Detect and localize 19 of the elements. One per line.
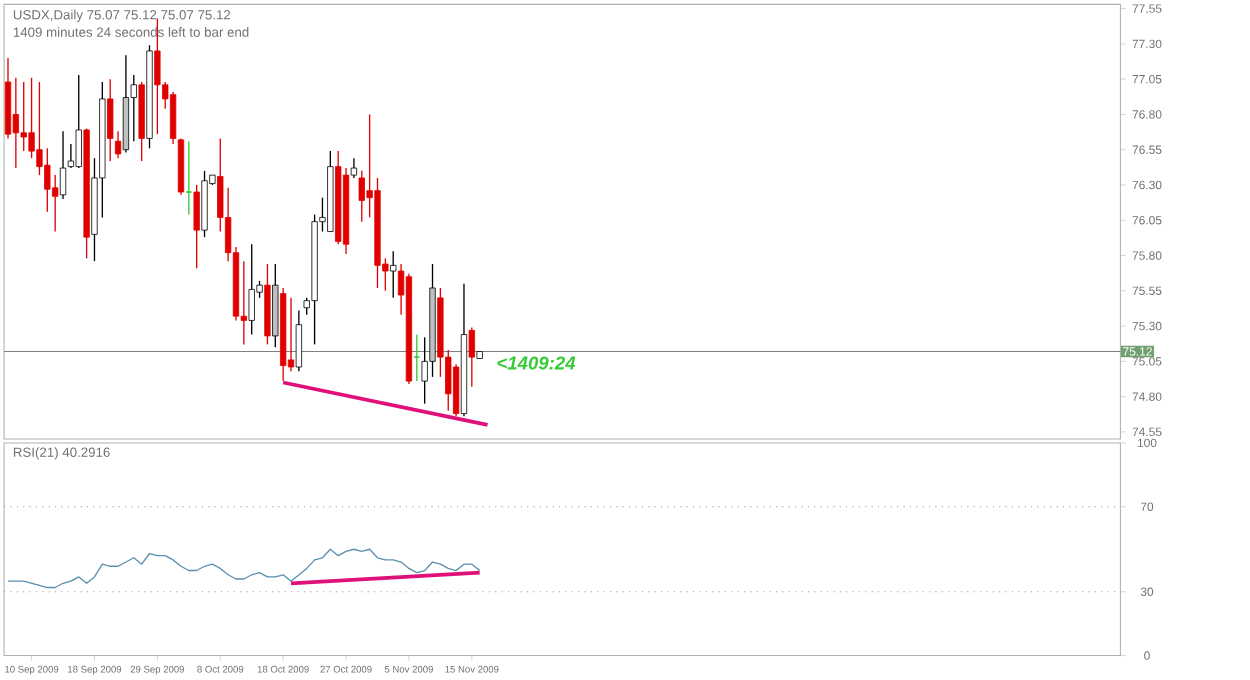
candlestick xyxy=(248,243,255,336)
candlestick xyxy=(44,147,51,213)
candlestick xyxy=(358,170,365,223)
candlestick xyxy=(452,363,460,417)
candlestick xyxy=(169,91,177,145)
candlestick xyxy=(350,157,358,179)
candlestick xyxy=(12,77,20,169)
candlestick xyxy=(59,130,67,200)
candlestick xyxy=(287,297,295,372)
candlestick xyxy=(413,333,421,382)
candlestick xyxy=(75,74,82,169)
candlestick xyxy=(107,78,114,162)
candlestick xyxy=(28,77,35,159)
annotation: <1409:24 xyxy=(497,356,576,370)
candlestick xyxy=(185,140,193,216)
candlestick xyxy=(193,184,200,269)
candlestick xyxy=(295,309,303,372)
candlestick xyxy=(468,326,475,388)
candlestick xyxy=(390,250,397,299)
